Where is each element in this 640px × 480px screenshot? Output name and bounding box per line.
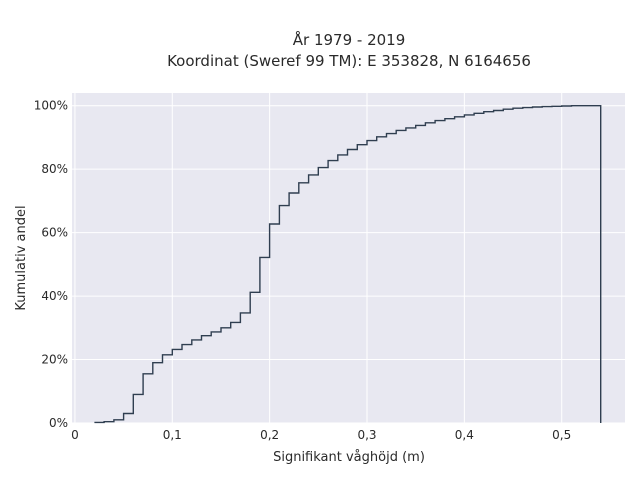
plot-area: [72, 93, 625, 423]
x-tick-label: 0,5: [552, 428, 571, 442]
x-tick-label: 0,3: [357, 428, 376, 442]
grid-lines: [72, 93, 625, 424]
y-axis-label: Kumulativ andel: [14, 205, 29, 310]
x-tick-label: 0: [71, 428, 79, 442]
y-tick-label: 80%: [41, 162, 68, 176]
x-tick-label: 0,1: [163, 428, 182, 442]
y-tick-label: 20%: [41, 353, 68, 367]
y-tick-label: 0%: [49, 416, 68, 430]
tick-labels: 0 0,1 0,2 0,3 0,4 0,5 0% 20% 40% 60% 80% 100%: [34, 99, 572, 442]
y-tick-label: 40%: [41, 289, 68, 303]
x-axis-label: Signifikant våghöjd (m): [273, 450, 425, 465]
y-tick-label: 60%: [41, 226, 68, 240]
chart-title-line-2: Koordinat (Sweref 99 TM): E 353828, N 61…: [167, 52, 531, 70]
x-tick-label: 0,2: [260, 428, 279, 442]
cdf-step-line: [94, 105, 602, 424]
y-tick-label: 100%: [34, 99, 68, 113]
chart-title-line-1: År 1979 - 2019: [293, 30, 406, 49]
x-tick-label: 0,4: [455, 428, 474, 442]
